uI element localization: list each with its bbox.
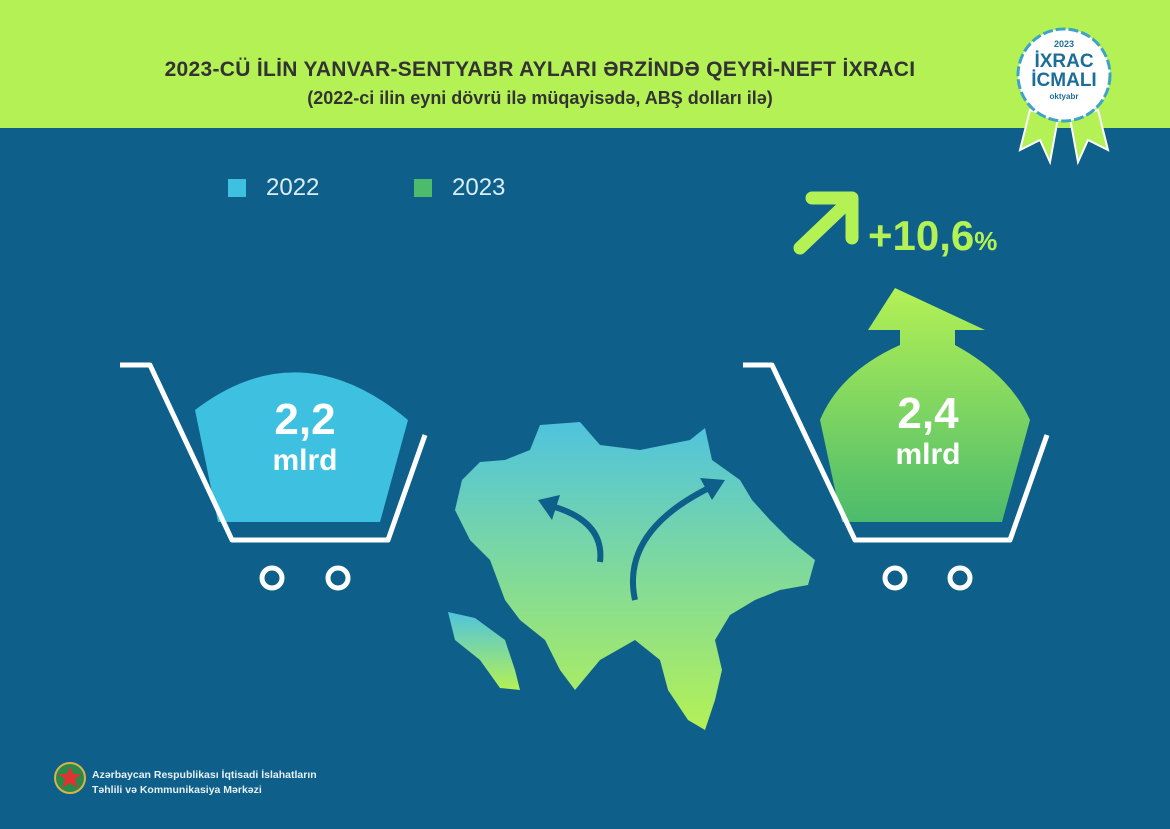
badge-year: 2023 <box>1053 39 1075 49</box>
legend-item-2022: 2022 <box>228 174 319 202</box>
badge-line2: İCMALI <box>1031 70 1097 91</box>
value-2023: 2,4 mlrd <box>828 392 1028 470</box>
cart-unit: mlrd <box>272 444 338 477</box>
footer-line2: Təhlili və Kommunikasiya Mərkəzi <box>92 784 262 796</box>
cart-frame <box>120 362 428 543</box>
growth-value: +10,6 <box>868 212 975 259</box>
cart-2023 <box>743 288 1050 591</box>
cart-wheel <box>325 565 351 591</box>
badge-text: 2023 İXRAC İCMALI oktyabr <box>1024 40 1104 101</box>
cart-wheel <box>882 565 908 591</box>
legend-swatch <box>414 179 432 197</box>
growth-percentage: +10,6% <box>868 212 997 260</box>
cart-wheel <box>947 565 973 591</box>
badge-month: oktyabr <box>1049 92 1079 101</box>
footer-organization: Azərbaycan Respublikası İqtisadi İslahat… <box>92 768 317 798</box>
legend-label: 2022 <box>266 174 320 201</box>
arrow-up-right-icon <box>793 191 859 255</box>
badge-line1: İXRAC <box>1034 51 1094 72</box>
badge-rosette <box>1016 27 1112 123</box>
growth-unit: % <box>974 226 998 256</box>
cart-unit: mlrd <box>895 438 961 471</box>
legend-item-2023: 2023 <box>414 174 505 202</box>
cart-value: 2,4 <box>897 389 959 438</box>
value-2022: 2,2 mlrd <box>205 398 405 476</box>
cart-value: 2,2 <box>274 395 336 444</box>
cart-frame <box>743 362 1050 543</box>
header-banner <box>0 0 1170 128</box>
cart-wheel <box>259 565 285 591</box>
page-subtitle: (2022-ci ilin eyni dövrü ilə müqayisədə,… <box>307 88 773 108</box>
bar-2022 <box>195 372 408 522</box>
legend-label: 2023 <box>452 174 506 201</box>
azerbaijan-map <box>448 422 815 730</box>
emblem-logo <box>54 762 86 794</box>
footer-line1: Azərbaycan Respublikası İqtisadi İslahat… <box>92 769 317 781</box>
page-title: 2023-CÜ İLİN YANVAR-SENTYABR AYLARI ƏRZİ… <box>164 58 916 81</box>
cart-2022 <box>120 362 428 591</box>
legend-swatch <box>228 179 246 197</box>
bar-2023 <box>820 288 1030 522</box>
